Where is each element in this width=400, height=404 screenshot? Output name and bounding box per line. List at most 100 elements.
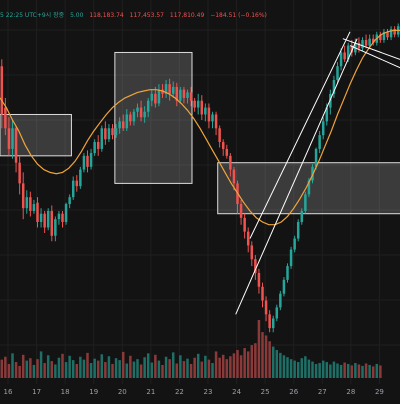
candle-body: [39, 213, 43, 222]
volume-bar: [354, 363, 357, 378]
volume-bar: [336, 363, 339, 378]
volume-bar: [0, 359, 4, 378]
volume-bar: [379, 365, 382, 378]
volume-bar: [293, 360, 296, 378]
x-axis-tick-label: 27: [318, 388, 327, 396]
candle-body: [350, 45, 354, 53]
x-axis-tick-label: 17: [32, 388, 41, 396]
volume-bar: [343, 362, 346, 378]
candle-body: [82, 155, 86, 170]
candle-body: [304, 194, 307, 211]
candle-body: [239, 204, 243, 218]
trendline[interactable]: [349, 45, 400, 69]
candle-body: [343, 52, 346, 60]
candle-body: [200, 100, 204, 115]
x-axis-tick-label: 16: [4, 388, 13, 396]
candle-body: [18, 162, 21, 184]
x-axis-tick-label: 23: [204, 388, 213, 396]
header-session: 5 22:25 UTC+9시 장중: [0, 12, 65, 19]
volume-bar: [161, 364, 164, 378]
volume-bar: [100, 354, 104, 378]
volume-bar: [229, 356, 232, 378]
volume-bar: [50, 361, 54, 378]
volume-bar: [196, 353, 200, 378]
candle-body: [61, 213, 64, 222]
chart-grid: [0, 0, 400, 384]
volume-bar: [289, 359, 293, 378]
x-axis-tick-label: 22: [175, 388, 184, 396]
candle-body: [254, 259, 257, 273]
volume-bar: [286, 357, 289, 378]
volume-bar: [79, 356, 82, 378]
volume-bar: [329, 364, 332, 378]
x-axis: 16 17 18 19 20 21 22 23 24 25 26 27 28 29: [4, 388, 384, 396]
volume-bar: [214, 351, 218, 378]
volume-bar: [350, 365, 354, 378]
volume-bar: [86, 352, 89, 378]
candle-body: [243, 217, 246, 232]
candle-body: [7, 128, 11, 149]
trendlines[interactable]: [235, 31, 400, 315]
volume-bar: [182, 361, 186, 378]
candle-body: [175, 86, 179, 101]
candle-body: [182, 89, 186, 98]
volume-bar: [318, 363, 321, 378]
volume-bar: [64, 362, 68, 378]
candle-body: [257, 272, 261, 287]
volume-bar: [332, 361, 336, 378]
volume-bar: [111, 363, 114, 378]
volume-bar: [282, 355, 286, 378]
candle-body: [29, 197, 32, 211]
volume-bar: [136, 359, 139, 378]
candle-body: [32, 204, 36, 211]
volume-bar: [193, 357, 196, 378]
header-value-1: 118,183.74: [89, 12, 124, 19]
volume-bar: [14, 362, 18, 378]
candle-body: [282, 279, 286, 294]
trendline[interactable]: [235, 38, 358, 315]
candle-body: [229, 155, 232, 170]
candle-body: [100, 128, 104, 149]
volume-bar: [321, 360, 325, 378]
volume-bar: [139, 364, 143, 378]
candle-body: [336, 66, 339, 81]
candle-body: [214, 114, 218, 129]
candle-body: [168, 84, 171, 94]
candle-body: [68, 197, 71, 205]
volume-bar: [129, 355, 132, 378]
candle-body: [261, 286, 264, 301]
candle-body: [246, 231, 250, 246]
volume-bar: [164, 356, 168, 378]
candle-body: [164, 84, 168, 94]
candle-body: [279, 293, 282, 308]
volume-bar: [211, 363, 214, 378]
x-axis-tick-label: 24: [232, 388, 241, 396]
candle-body: [146, 100, 150, 112]
trendline[interactable]: [342, 38, 400, 60]
moving-average-path: [0, 29, 400, 226]
candle-body: [250, 245, 254, 260]
volume-bar: [146, 353, 150, 378]
volume-bar: [96, 360, 100, 378]
volume-bar: [371, 366, 375, 378]
volume-bar: [268, 341, 271, 378]
trendline[interactable]: [249, 31, 351, 239]
candle-body: [11, 128, 14, 149]
candle-body: [218, 128, 221, 143]
candle-body: [129, 114, 132, 122]
candle-body: [364, 40, 368, 46]
volume-bar: [104, 362, 107, 378]
candle-body: [4, 107, 7, 129]
candle-body: [36, 202, 39, 222]
candle-body: [368, 38, 371, 46]
candle-body: [318, 135, 321, 149]
volume-bar: [157, 360, 161, 378]
volume-bar: [346, 363, 350, 378]
volume-bar: [32, 364, 36, 378]
candle-body: [232, 169, 236, 184]
candle-body: [75, 180, 79, 187]
volume-bar: [57, 357, 61, 378]
volume-bar: [36, 359, 39, 378]
